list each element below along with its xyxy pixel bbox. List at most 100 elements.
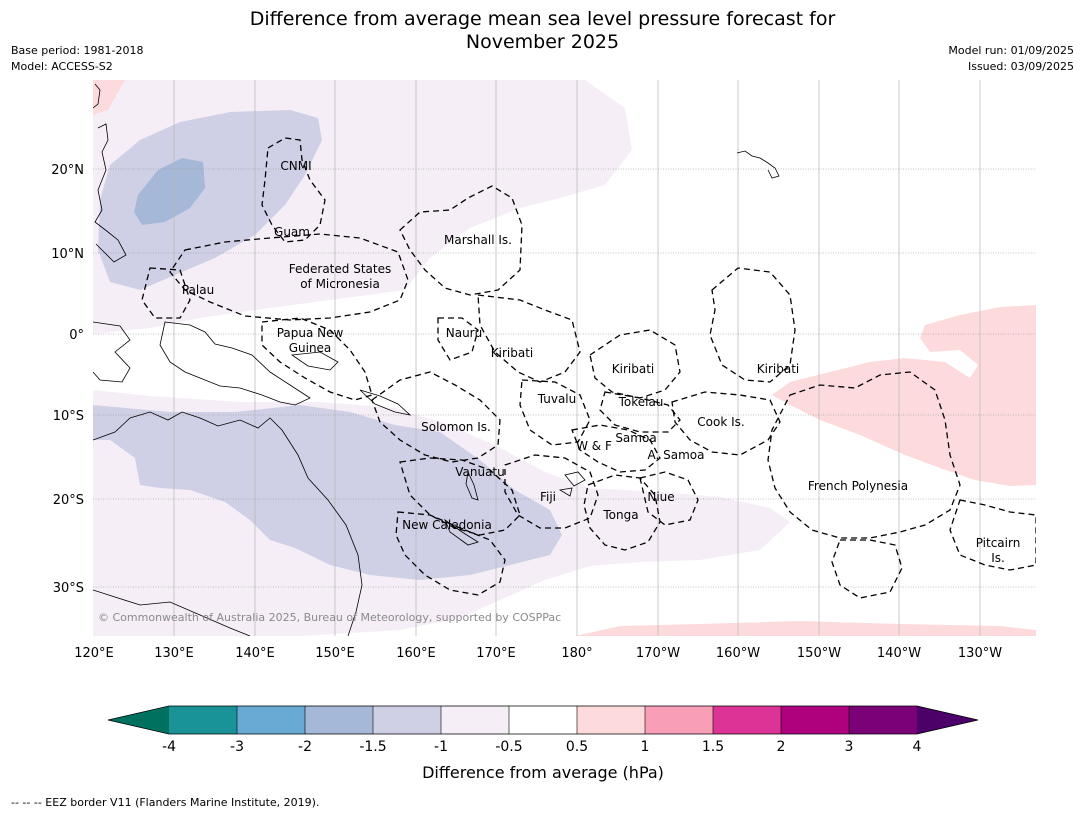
label-wf: W & F xyxy=(576,439,612,453)
eez-tonga xyxy=(583,474,661,551)
label-marshall: Marshall Is. xyxy=(444,233,512,247)
title-line-1: Difference from average mean sea level p… xyxy=(249,8,836,30)
colorbar: -4 -3 -2 -1.5 -1 -0.5 0.5 1 1.5 2 3 4 Di… xyxy=(107,705,979,782)
eez-fiji xyxy=(504,454,599,529)
label-pitcairn-2: Is. xyxy=(991,551,1005,565)
coast-taiwan xyxy=(93,83,101,109)
lon-label: 170°W xyxy=(636,646,680,661)
label-guam: Guam xyxy=(274,225,310,239)
anomaly-region-strong-negative xyxy=(134,158,205,225)
base-period: Base period: 1981-2018 xyxy=(11,44,144,57)
lon-label: 130°W xyxy=(958,646,1002,661)
coast-philippines xyxy=(94,123,127,263)
eez-cook xyxy=(671,391,781,456)
eez-palau xyxy=(141,267,191,319)
eez-footnote: -- -- -- EEZ border V11 (Flanders Marine… xyxy=(11,796,320,809)
lat-axis: 20°N 10°N 0° 10°S 20°S 30°S xyxy=(51,163,84,596)
label-fsm-2: of Micronesia xyxy=(300,277,380,291)
eez-tokelau xyxy=(599,391,681,433)
lon-label: 160°W xyxy=(716,646,760,661)
lon-label: 150°W xyxy=(797,646,841,661)
colorbar-outline xyxy=(107,705,979,735)
colorbar-tick: 1 xyxy=(641,739,650,755)
label-palau: Palau xyxy=(182,283,214,297)
anomaly-region-moderate-negative-south xyxy=(93,405,562,580)
lon-label: 140°W xyxy=(877,646,921,661)
colorbar-bin xyxy=(169,706,237,734)
lon-label: 130°E xyxy=(154,646,194,661)
colorbar-bin xyxy=(305,706,373,734)
label-tuvalu: Tuvalu xyxy=(537,392,577,406)
eez-marshall xyxy=(399,185,523,296)
colorbar-tick: -4 xyxy=(162,739,176,755)
eez-borders xyxy=(141,137,1036,599)
label-tokelau: Tokelau xyxy=(618,395,664,409)
lat-label: 0° xyxy=(69,328,84,343)
colorbar-bin xyxy=(713,706,781,734)
coast-solomons xyxy=(359,389,412,416)
anomaly-region-positive-east xyxy=(772,305,1036,486)
colorbar-bin xyxy=(645,706,713,734)
label-amsamoa: A. Samoa xyxy=(648,448,705,462)
colorbar-bin xyxy=(509,706,577,734)
lon-label: 170°E xyxy=(476,646,516,661)
eez-wallis-samoa xyxy=(571,424,661,473)
region-labels: CNMI Guam Marshall Is. Federated States … xyxy=(182,159,1020,565)
coast-hawaii xyxy=(736,150,780,179)
title-line-2: November 2025 xyxy=(465,31,620,53)
label-nauru: Nauru xyxy=(446,326,482,340)
label-niue: Niue xyxy=(647,490,674,504)
lon-label: 180° xyxy=(561,646,592,661)
colorbar-low-extension xyxy=(108,706,169,734)
coast-new-guinea xyxy=(159,321,311,406)
lon-label: 120°E xyxy=(74,646,114,661)
colorbar-ticks: -4 -3 -2 -1.5 -1 -0.5 0.5 1 1.5 2 3 4 xyxy=(162,739,922,755)
eez-tuvalu xyxy=(519,379,591,446)
eez-pitcairn xyxy=(949,499,1036,571)
label-fsm-1: Federated States xyxy=(289,262,391,276)
map-panel: CNMI Guam Marshall Is. Federated States … xyxy=(93,80,1036,636)
colorbar-tick: -1.5 xyxy=(359,739,386,755)
lon-axis: 120°E 130°E 140°E 150°E 160°E 170°E 180°… xyxy=(74,646,1002,661)
anomaly-region-moderate-negative-north xyxy=(98,110,322,290)
copyright-notice: © Commonwealth of Australia 2025, Bureau… xyxy=(98,611,561,624)
label-solomon: Solomon Is. xyxy=(421,420,491,434)
colorbar-bin xyxy=(577,706,645,734)
colorbar-bin xyxy=(781,706,849,734)
map-title: Difference from average mean sea level p… xyxy=(0,8,1085,54)
colorbar-tick: 0.5 xyxy=(566,739,588,755)
colorbar-label: Difference from average (hPa) xyxy=(422,763,664,782)
graticule-latitudes xyxy=(93,168,1036,588)
label-newcal: New Caledonia xyxy=(402,518,492,532)
meta-right: Model run: 01/09/2025 Issued: 03/09/2025 xyxy=(948,43,1074,75)
colorbar-tick: 2 xyxy=(777,739,786,755)
label-tonga: Tonga xyxy=(602,508,638,522)
label-kiribati-central: Kiribati xyxy=(612,362,654,376)
label-pitcairn-1: Pitcairn xyxy=(976,536,1021,550)
label-fiji: Fiji xyxy=(540,490,556,504)
eez-vanuatu xyxy=(399,457,521,536)
coast-australia xyxy=(93,411,363,636)
coastlines xyxy=(93,83,780,636)
anomaly-region-positive-northwest xyxy=(93,80,125,115)
lat-label: 20°S xyxy=(53,493,84,508)
label-kiribati-east: Kiribati xyxy=(757,362,799,376)
colorbar-tick: -3 xyxy=(230,739,244,755)
label-cook: Cook Is. xyxy=(697,415,744,429)
colorbar-bin xyxy=(441,706,509,734)
colorbar-bin xyxy=(373,706,441,734)
colorbar-tick: -0.5 xyxy=(495,739,522,755)
issued-date: Issued: 03/09/2025 xyxy=(967,60,1074,73)
label-png-1: Papua New xyxy=(277,326,344,340)
label-vanuatu: Vanuatu xyxy=(455,465,505,479)
label-png-2: Guinea xyxy=(289,341,332,355)
lat-label: 10°N xyxy=(51,247,84,262)
graticule xyxy=(173,80,981,636)
lat-label: 30°S xyxy=(53,581,84,596)
coast-borneo-sulawesi xyxy=(93,321,131,383)
colorbar-bin xyxy=(849,706,917,734)
lat-label: 20°N xyxy=(51,163,84,178)
colorbar-tick: 3 xyxy=(845,739,854,755)
lon-label: 140°E xyxy=(235,646,275,661)
